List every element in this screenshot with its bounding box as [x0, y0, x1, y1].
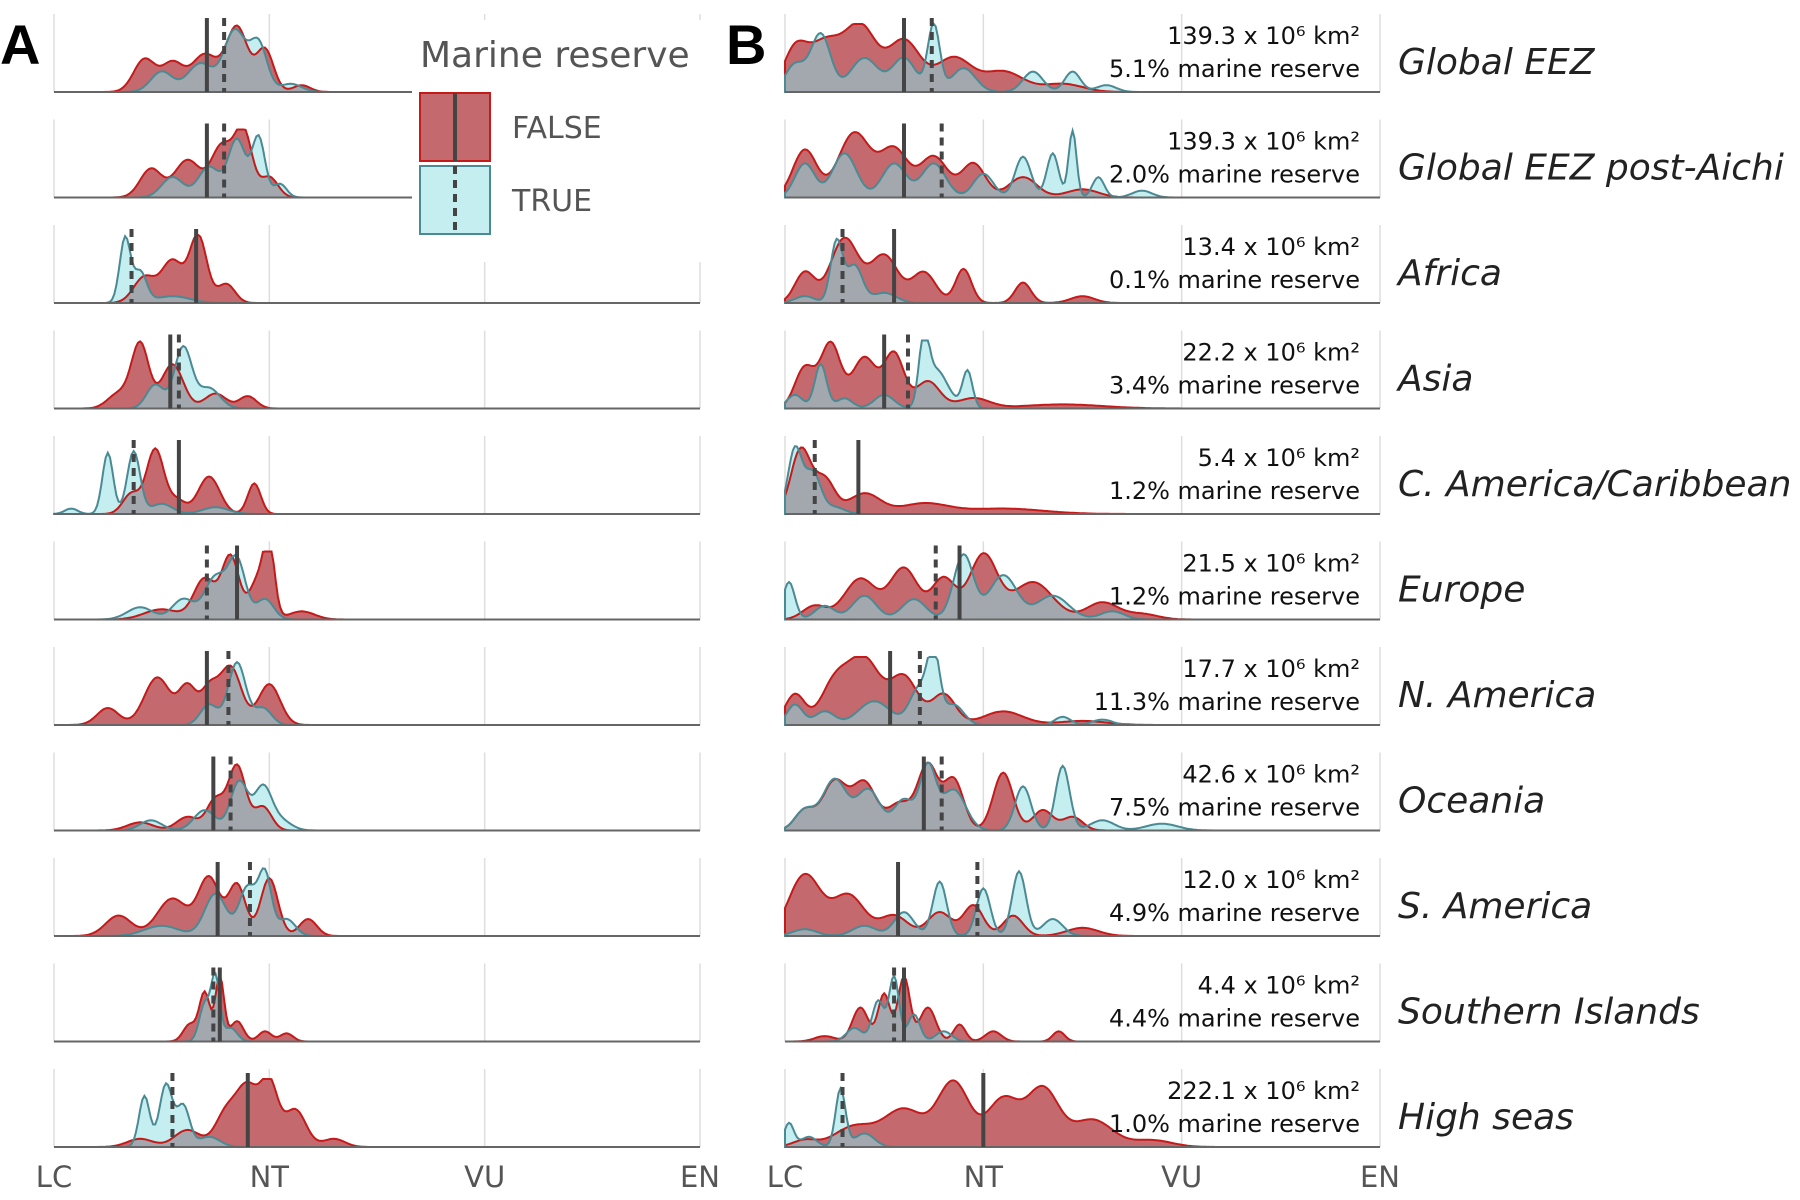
panel-b-row-6-overlap-density: [785, 657, 1380, 725]
panel-b-row-4-area-label: 5.4 x 10⁶ km²: [1198, 444, 1360, 472]
panel-b-row-0-area-label: 139.3 x 10⁶ km²: [1167, 22, 1360, 50]
panel-b-row-10-area-label: 222.1 x 10⁶ km²: [1167, 1077, 1360, 1105]
panel-b-row-2-area-label: 13.4 x 10⁶ km²: [1182, 233, 1360, 261]
panel-b-row-10-false-density: [785, 1080, 1380, 1147]
panel-b-row-7-reserve-label: 7.5% marine reserve: [1109, 794, 1360, 822]
panel-b-row-8-region-label: S. America: [1398, 886, 1592, 927]
panel-b-row-4-reserve-label: 1.2% marine reserve: [1109, 477, 1360, 505]
panel-b-row-0-region-label: Global EEZ: [1398, 42, 1596, 83]
panel-a-row-2-true-density: [54, 236, 700, 303]
panel-b-row-1-overlap-density: [785, 132, 1380, 198]
panel-b-letter: B: [726, 13, 766, 76]
panel-a-row-10-false-density: [54, 1079, 700, 1147]
panel-b-row-3-overlap-density: [785, 341, 1380, 409]
panel-a-letter: A: [0, 13, 40, 76]
panel-b-row-2-reserve-label: 0.1% marine reserve: [1109, 266, 1360, 294]
panel-b-row-10-region-label: High seas: [1398, 1097, 1574, 1138]
panel-b-row-2-false-density: [785, 237, 1380, 303]
panel-b-row-9-reserve-label: 4.4% marine reserve: [1109, 1005, 1360, 1033]
panel-b-row-7-overlap-density: [785, 762, 1380, 831]
xtick-panel-b-lc: LC: [767, 1160, 803, 1194]
panel-b-row-6-region-label: N. America: [1398, 675, 1596, 716]
panel-b-row-10-reserve-label: 1.0% marine reserve: [1109, 1110, 1360, 1138]
panel-b-row-5-reserve-label: 1.2% marine reserve: [1109, 583, 1360, 611]
panel-b-row-5-area-label: 21.5 x 10⁶ km²: [1182, 550, 1360, 578]
xtick-panel-b-vu: VU: [1161, 1160, 1202, 1194]
panel-b-row-9-area-label: 4.4 x 10⁶ km²: [1198, 972, 1360, 1000]
panel-a-row-1-overlap-density: [54, 135, 700, 198]
panel-b-row-3-area-label: 22.2 x 10⁶ km²: [1182, 339, 1360, 367]
median-lines: [129, 18, 986, 1147]
panel-b-row-4-false-density: [785, 447, 1380, 514]
xtick-panel-b-nt: NT: [964, 1160, 1004, 1194]
panel-b-row-7-region-label: Oceania: [1398, 781, 1545, 822]
legend: Marine reserve FALSE TRUE: [412, 20, 706, 262]
panel-b-row-8-reserve-label: 4.9% marine reserve: [1109, 899, 1360, 927]
panel-b-row-8-area-label: 12.0 x 10⁶ km²: [1182, 866, 1360, 894]
panel-a-row-4-false-density: [54, 448, 700, 514]
panel-b-row-6-reserve-label: 11.3% marine reserve: [1094, 688, 1360, 716]
panel-b-row-5-region-label: Europe: [1398, 570, 1525, 611]
panel-b-row-1-area-label: 139.3 x 10⁶ km²: [1167, 128, 1360, 156]
xtick-panel-a-en: EN: [680, 1160, 720, 1194]
panel-b-row-6-area-label: 17.7 x 10⁶ km²: [1182, 655, 1360, 683]
panel-a-row-0-overlap-density: [54, 28, 700, 92]
panel-a-row-9-overlap-density: [54, 975, 700, 1042]
legend-label-false: FALSE: [512, 111, 602, 146]
legend-title: Marine reserve: [420, 35, 690, 76]
panel-a-row-3-false-density: [54, 341, 700, 409]
xtick-panel-a-nt: NT: [250, 1160, 290, 1194]
panel-b-row-7-area-label: 42.6 x 10⁶ km²: [1182, 761, 1360, 789]
panel-b-row-9-false-density: [785, 976, 1380, 1042]
panel-a-row-7-false-density: [54, 764, 700, 831]
panel-b-row-1-reserve-label: 2.0% marine reserve: [1109, 161, 1360, 189]
panel-b-row-9-region-label: Southern Islands: [1398, 992, 1700, 1033]
panel-b-row-8-overlap-density: [785, 873, 1380, 936]
panel-b-row-4-region-label: C. America/Caribbean: [1398, 464, 1791, 505]
panel-b-row-1-region-label: Global EEZ post-Aichi: [1398, 148, 1784, 189]
panel-b-row-2-region-label: Africa: [1396, 253, 1502, 294]
panel-b-row-3-reserve-label: 3.4% marine reserve: [1109, 372, 1360, 400]
legend-label-true: TRUE: [511, 184, 592, 219]
panel-b-row-0-reserve-label: 5.1% marine reserve: [1109, 55, 1360, 83]
xtick-panel-b-en: EN: [1360, 1160, 1400, 1194]
panel-a-row-5-overlap-density: [54, 555, 700, 620]
panel-a-row-10-true-density: [54, 1083, 700, 1147]
text-layer: A B LC NT VU EN 139.3 x 10⁶ km² 5.1% marine r…: [0, 13, 1791, 1194]
xtick-panel-a-lc: LC: [36, 1160, 72, 1194]
panel-b-row-3-region-label: Asia: [1396, 359, 1473, 400]
xtick-panel-a-vu: VU: [464, 1160, 505, 1194]
